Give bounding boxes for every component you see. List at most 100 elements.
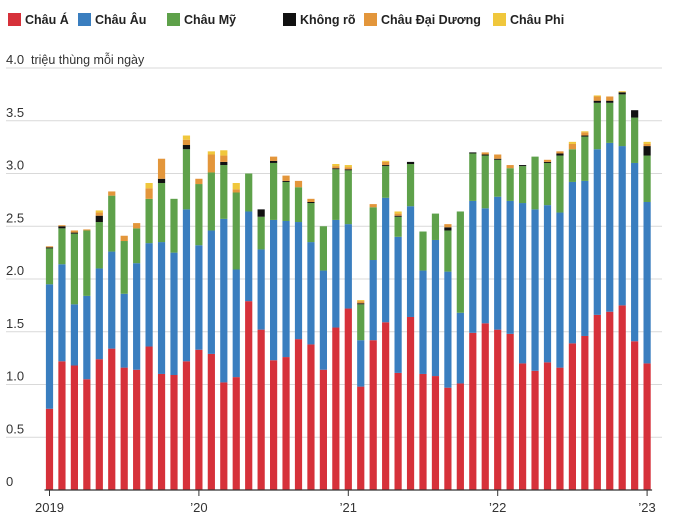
bar-segment-americas [232,192,240,270]
bar-segment-asia [145,346,153,490]
bar-segment-europe [369,260,377,341]
bar-segment-europe [45,284,54,409]
bar-segment-asia [245,301,253,490]
bar-segment-europe [568,181,576,344]
bar-segment-unknown [643,146,651,156]
bar-segment-europe [307,242,315,345]
bar-segment-unknown [257,209,265,217]
bar-segment-asia [58,361,66,490]
bar-segment-oceania [145,188,153,199]
bar-segment-africa [394,211,402,214]
bar-segment-asia [170,375,178,490]
bar-segment-americas [456,211,464,313]
bar-segment-asia [207,353,215,490]
bar-segment-americas [593,102,601,150]
bar-segment-asia [282,357,290,490]
legend-label-oceania: Châu Đại Dương [381,13,481,27]
bar-segment-asia [618,305,626,491]
bar-segment-oceania [357,301,365,304]
bar-segment-europe [220,218,228,383]
bar-segment-unknown [182,145,191,150]
bar-segment-africa [382,160,390,162]
bar-segment-americas [270,162,278,220]
bar-segment-oceania [394,213,402,216]
bar-segment-africa [207,151,215,155]
bar-segment-oceania [444,224,452,228]
bar-segment-asia [257,329,265,490]
bar-segment-asia [394,372,402,490]
bar-segment-asia [120,367,128,490]
bar-segment-americas [307,203,315,243]
bar-segment-europe [419,270,427,374]
bar-segment-unknown [270,160,278,163]
bar-segment-europe [319,270,327,370]
bar-segment-unknown [606,100,614,103]
bar-segment-unknown [58,226,66,229]
bar-segment-unknown [593,100,601,103]
y-tick-label: 1.5 [6,316,24,331]
bar-segment-oceania [120,235,128,242]
bar-segment-europe [357,340,365,387]
bar-segment-asia [319,369,327,490]
bar-segment-americas [294,187,303,223]
bar-segment-americas [70,233,78,305]
bar-segment-europe [406,206,415,317]
legend-label-unknown: Không rõ [300,13,356,27]
bar-segment-americas [95,222,103,269]
bar-segment-europe [394,236,402,373]
bar-segment-americas [556,155,564,213]
bar-segment-africa [344,165,352,168]
bar-segment-europe [593,149,601,315]
bar-segment-oceania [108,191,116,196]
bar-segment-oceania [232,189,240,193]
bar-segment-europe [444,271,452,388]
legend-swatch-unknown [283,13,296,26]
y-tick-label: 2.5 [6,210,24,225]
bar-segment-europe [344,224,352,309]
bar-segment-oceania [207,154,215,173]
bar-segment-americas [606,102,614,143]
y-tick-label: 3.5 [6,105,24,120]
bar-segment-africa [182,135,191,140]
bar-segment-asia [95,359,103,490]
bar-segment-americas [58,228,66,265]
bar-segment-americas [494,159,502,197]
bar-segment-oceania [494,154,502,159]
bar-segment-asia [344,308,352,490]
bar-segment-asia [519,363,527,490]
bar-segment-europe [207,230,215,354]
bar-segment-unknown [394,215,402,217]
bar-segment-americas [618,94,626,147]
x-tick-label: ’23 [638,500,655,515]
bar-segment-europe [431,239,440,377]
bar-segment-americas [133,228,141,264]
bar-segment-asia [307,344,315,490]
bar-segment-americas [419,231,427,271]
bar-segment-unknown [344,169,352,171]
bar-segment-asia [195,349,203,490]
bar-segment-unknown [382,165,390,167]
bar-segment-asia [220,382,228,490]
bar-segment-oceania [270,156,278,161]
bar-segment-asia [108,348,116,490]
bar-segment-europe [95,268,103,360]
legend-swatch-europe [78,13,91,26]
bar-segment-asia [357,386,365,490]
bar-segment-unknown [282,180,290,182]
bar-segment-asia [70,365,78,490]
bar-segment-asia [444,387,452,490]
bar-segment-americas [543,162,552,206]
bar-segment-americas [332,169,340,220]
bar-segment-europe [469,200,477,333]
bar-segment-unknown [357,303,365,305]
bar-segment-americas [357,304,365,341]
bar-segment-americas [369,207,377,261]
bar-segment-americas [568,149,576,182]
bar-segment-africa [95,210,103,213]
bar-segment-asia [406,316,415,490]
bar-segment-africa [568,141,576,144]
bar-segment-oceania [220,155,228,162]
bar-segment-americas [319,226,327,271]
bar-segment-oceania [182,139,191,146]
bar-segment-unknown [556,153,564,156]
